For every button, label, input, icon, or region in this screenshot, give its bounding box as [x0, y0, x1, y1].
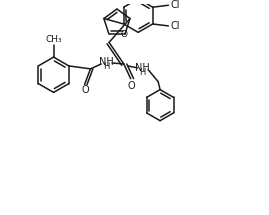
Text: O: O: [121, 30, 128, 39]
Text: Cl: Cl: [171, 21, 180, 31]
Text: H: H: [139, 68, 146, 77]
Text: O: O: [128, 81, 136, 91]
Text: O: O: [82, 85, 89, 95]
Text: Cl: Cl: [171, 0, 180, 10]
Text: H: H: [103, 62, 109, 71]
Text: NH: NH: [99, 57, 114, 67]
Text: CH₃: CH₃: [45, 35, 62, 44]
Text: NH: NH: [135, 63, 150, 73]
